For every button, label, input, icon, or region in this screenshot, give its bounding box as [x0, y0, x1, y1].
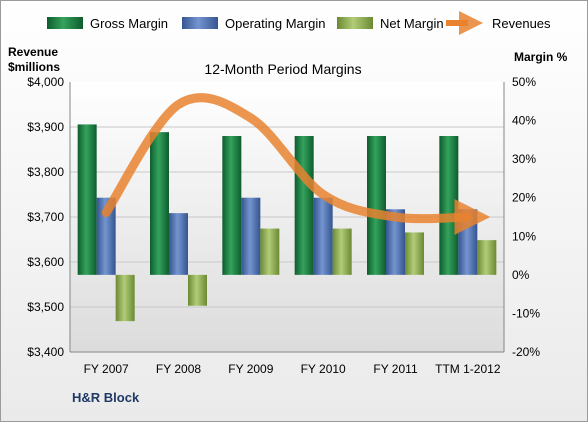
x-tick-label: FY 2011: [373, 362, 418, 376]
operating-margin-bar: [314, 198, 333, 275]
y-right-axis-title: Margin %: [514, 50, 568, 64]
y-right-tick-label: -20%: [512, 345, 540, 359]
y-left-tick-label: $3,500: [27, 300, 64, 314]
gross-margin-bar: [367, 136, 386, 275]
gross-margin-bar: [150, 132, 169, 275]
net-margin-bar: [333, 229, 352, 275]
y-right-tick-label: 50%: [512, 75, 536, 89]
y-left-tick-label: $3,700: [27, 210, 64, 224]
net-margin-bar: [116, 275, 135, 321]
y-left-tick-label: $3,400: [27, 345, 64, 359]
y-right-tick-label: 30%: [512, 152, 536, 166]
x-tick-label: FY 2009: [228, 362, 273, 376]
y-left-tick-label: $3,600: [27, 255, 64, 269]
y-right-tick-label: 10%: [512, 229, 536, 243]
net-margin-bar: [260, 229, 279, 275]
gross-margin-bar: [295, 136, 314, 275]
net-margin-bar: [188, 275, 207, 306]
y-right-tick-label: -10%: [512, 306, 540, 320]
gross-margin-bar: [78, 124, 97, 274]
legend-swatch-net-margin: [337, 17, 373, 29]
y-left-tick-label: $3,900: [27, 120, 64, 134]
x-tick-label: TTM 1-2012: [435, 362, 501, 376]
legend-label-gross-margin: Gross Margin: [90, 16, 168, 31]
company-name: H&R Block: [72, 390, 140, 405]
operating-margin-bar: [169, 213, 188, 275]
legend-label-revenues: Revenues: [492, 16, 551, 31]
y-right-tick-label: 40%: [512, 114, 536, 128]
y-left-tick-label: $4,000: [27, 75, 64, 89]
y-left-tick-label: $3,800: [27, 165, 64, 179]
legend-swatch-gross-margin: [47, 17, 83, 29]
y-right-tick-label: 0%: [512, 268, 530, 282]
x-tick-label: FY 2010: [301, 362, 346, 376]
gross-margin-bar: [439, 136, 458, 275]
chart-title: 12-Month Period Margins: [204, 61, 361, 77]
legend-swatch-operating-margin: [182, 17, 218, 29]
gross-margin-bar: [222, 136, 241, 275]
net-margin-bar: [405, 232, 424, 274]
y-left-axis-title-line2: $millions: [8, 60, 60, 74]
legend-label-operating-margin: Operating Margin: [225, 16, 325, 31]
x-tick-label: FY 2008: [156, 362, 201, 376]
legend-label-net-margin: Net Margin: [380, 16, 444, 31]
operating-margin-bar: [241, 198, 260, 275]
y-right-tick-label: 20%: [512, 191, 536, 205]
net-margin-bar: [477, 240, 496, 275]
y-left-axis-title-line1: Revenue: [8, 45, 58, 59]
x-tick-label: FY 2007: [84, 362, 129, 376]
